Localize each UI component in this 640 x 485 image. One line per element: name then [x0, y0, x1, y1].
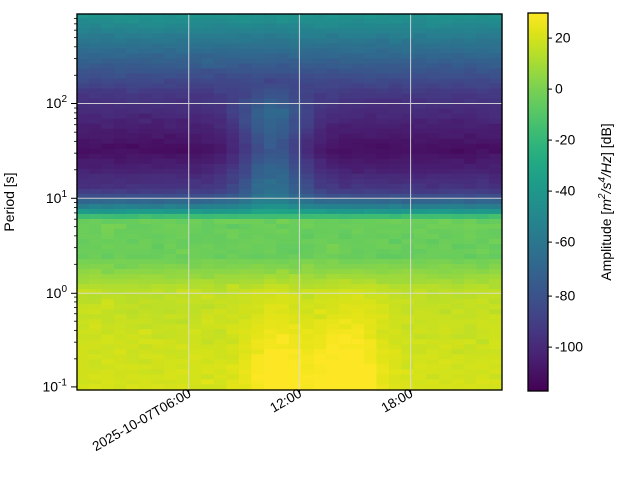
svg-text:Amplitude [m2/s4/Hz] [dB]: Amplitude [m2/s4/Hz] [dB] [597, 123, 614, 280]
svg-text:102: 102 [46, 94, 68, 111]
svg-text:2025-10-07T06:00: 2025-10-07T06:00 [90, 386, 194, 455]
svg-text:20: 20 [555, 30, 571, 46]
svg-text:Period [s]: Period [s] [1, 172, 17, 231]
svg-text:-60: -60 [555, 234, 575, 250]
svg-text:-100: -100 [555, 339, 583, 355]
svg-text:-80: -80 [555, 288, 575, 304]
svg-text:101: 101 [46, 189, 68, 206]
svg-text:-40: -40 [555, 183, 575, 199]
svg-text:100: 100 [46, 284, 68, 301]
svg-text:0: 0 [555, 81, 563, 97]
svg-text:-20: -20 [555, 132, 575, 148]
svg-text:10-1: 10-1 [43, 377, 68, 394]
